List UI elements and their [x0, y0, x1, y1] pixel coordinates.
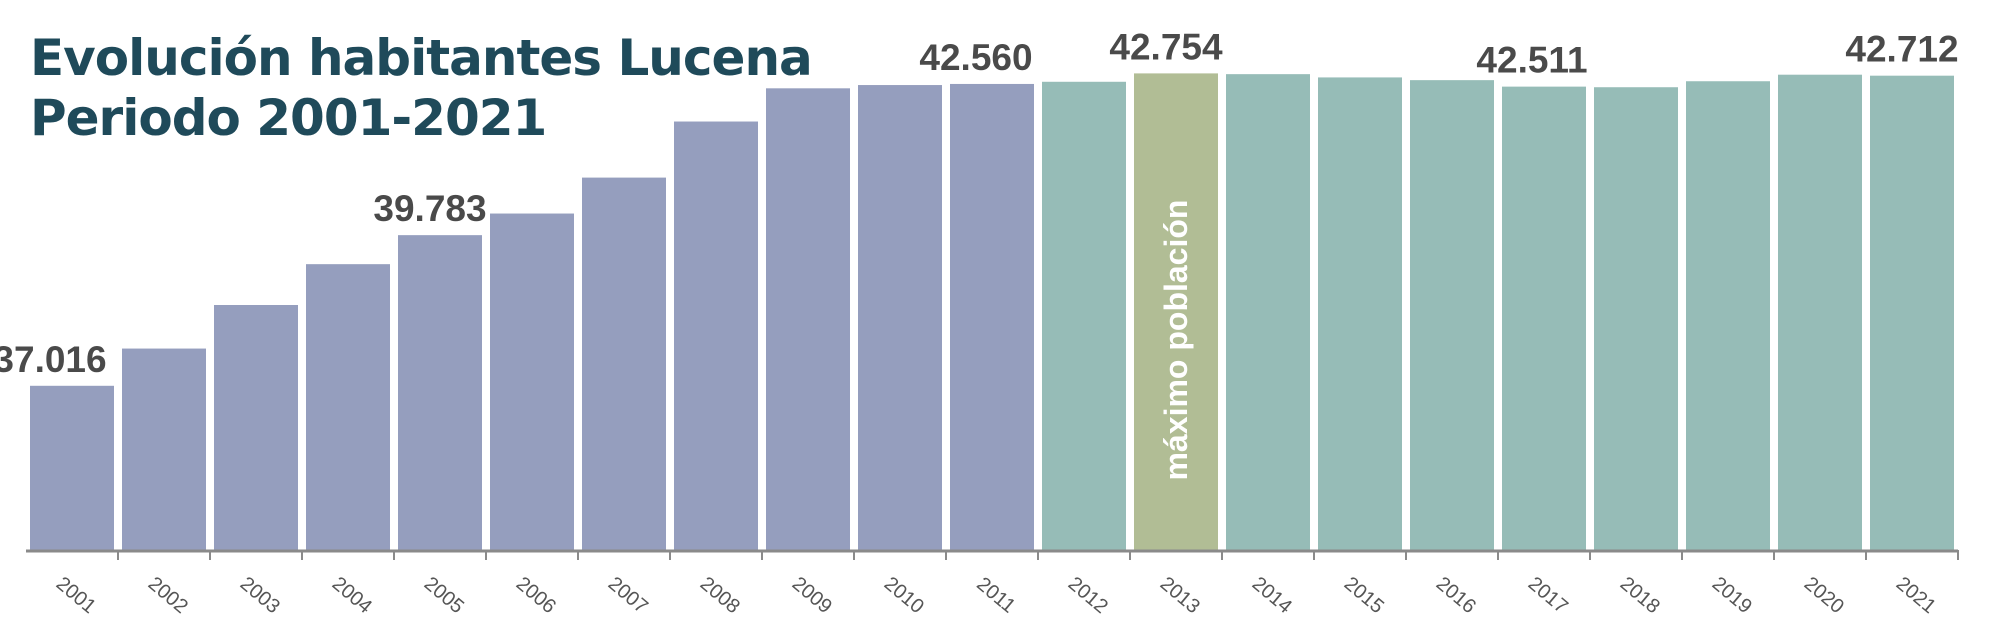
chart-title-line-2: Periodo 2001-2021	[30, 89, 547, 147]
bar-2008	[674, 121, 758, 551]
x-tick-label-2015: 2015	[1340, 573, 1388, 618]
x-tick-label-2014: 2014	[1248, 573, 1296, 618]
bar-2011	[950, 83, 1034, 550]
x-tick-label-2013: 2013	[1156, 573, 1204, 618]
bar-2009	[766, 88, 850, 551]
x-tick-label-2012: 2012	[1064, 573, 1112, 618]
x-tick-label-2006: 2006	[512, 573, 560, 618]
data-label-2011: 42.560	[919, 37, 1032, 78]
bar-2013	[1134, 73, 1218, 550]
x-tick-label-2016: 2016	[1432, 573, 1480, 618]
data-label-2001: 37.016	[0, 339, 107, 380]
bar-2021	[1870, 75, 1954, 551]
bar-2018	[1594, 87, 1678, 550]
x-tick-label-2017: 2017	[1524, 573, 1572, 618]
x-tick-label-2003: 2003	[236, 573, 284, 618]
x-tick-label-2001: 2001	[52, 573, 100, 618]
chart-title-line-1: Evolución habitantes Lucena	[30, 29, 813, 87]
bar-2006	[490, 213, 574, 551]
x-tick-label-2011: 2011	[972, 573, 1019, 618]
x-tick-label-2002: 2002	[144, 573, 192, 618]
bar-2001	[30, 385, 114, 550]
data-label-2005: 39.783	[373, 188, 486, 229]
bar-2016	[1410, 80, 1494, 551]
x-tick-label-2005: 2005	[420, 573, 468, 618]
bar-2020	[1778, 74, 1862, 550]
bar-2007	[582, 177, 666, 550]
x-tick-label-2020: 2020	[1800, 573, 1848, 618]
data-label-2013: 42.754	[1109, 26, 1223, 67]
bar-2003	[214, 305, 298, 550]
bar-2019	[1686, 81, 1770, 550]
x-tick-label-2018: 2018	[1616, 573, 1664, 618]
data-label-2017: 42.511	[1476, 40, 1587, 81]
x-tick-label-2010: 2010	[880, 573, 928, 618]
bar-2014	[1226, 74, 1310, 551]
bar-2017	[1502, 86, 1586, 550]
x-tick-label-2004: 2004	[328, 573, 376, 618]
x-tick-label-2021: 2021	[1892, 573, 1940, 618]
chart-title: Evolución habitantes Lucena Periodo 2001…	[30, 28, 813, 148]
bar-2015	[1318, 77, 1402, 550]
highlight-annotation: máximo población	[1158, 200, 1194, 481]
x-tick-label-2007: 2007	[604, 573, 652, 618]
x-tick-label-2019: 2019	[1708, 573, 1756, 618]
x-tick-label-2009: 2009	[788, 573, 836, 618]
bar-2002	[122, 348, 206, 550]
bar-2012	[1042, 81, 1126, 551]
bar-2005	[398, 235, 482, 551]
bar-2010	[858, 85, 942, 551]
x-tick-label-2008: 2008	[696, 573, 744, 618]
data-label-2021: 42.712	[1845, 29, 1958, 70]
bar-2004	[306, 264, 390, 550]
